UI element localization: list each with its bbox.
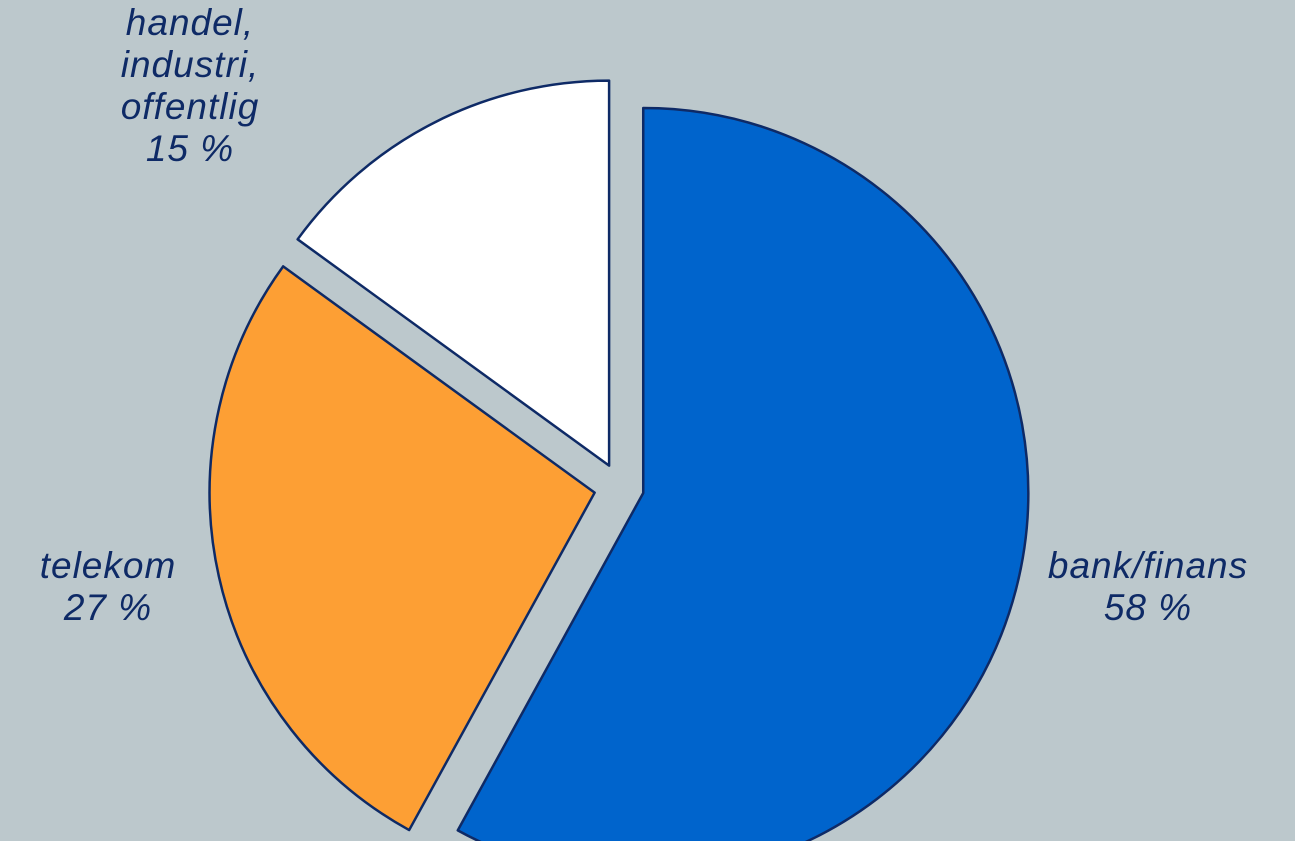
- pie-labels: bank/finans 58 % telekom 27 % handel, industr…: [40, 2, 1248, 628]
- pie-slice-label-3: handel, industri, offentlig 15 %: [121, 2, 260, 169]
- pie-slice-label-1: bank/finans 58 %: [1048, 545, 1248, 628]
- pie-slice-label-2: telekom 27 %: [40, 545, 177, 628]
- pie-slices: [208, 79, 1030, 841]
- pie-slice-label-line: telekom: [40, 545, 177, 586]
- pie-slice-label-line: offentlig: [121, 86, 260, 127]
- pie-slice-label-line: 15 %: [146, 128, 234, 169]
- pie-slice-1: [456, 106, 1030, 841]
- pie-slice-label-line: bank/finans: [1048, 545, 1248, 586]
- pie-slice-label-line: 27 %: [63, 587, 152, 628]
- pie-slice-3: [296, 79, 611, 467]
- pie-slice-2: [208, 265, 596, 832]
- pie-slice-label-line: 58 %: [1104, 587, 1192, 628]
- pie-slice-label-line: handel,: [126, 2, 254, 43]
- pie-slice-label-line: industri,: [121, 44, 260, 85]
